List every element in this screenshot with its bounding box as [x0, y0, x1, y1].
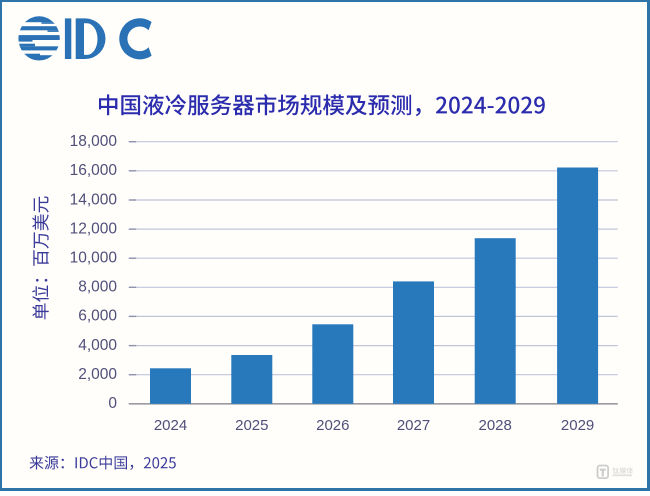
svg-text:2025: 2025 [235, 417, 268, 434]
svg-text:14,000: 14,000 [70, 191, 118, 208]
svg-text:10,000: 10,000 [70, 250, 118, 267]
svg-text:6,000: 6,000 [78, 308, 117, 325]
svg-text:18,000: 18,000 [70, 133, 118, 150]
svg-text:8,000: 8,000 [78, 279, 117, 296]
svg-text:2026: 2026 [316, 417, 349, 434]
svg-text:2027: 2027 [397, 417, 430, 434]
svg-text:12,000: 12,000 [70, 220, 118, 237]
svg-text:0: 0 [108, 395, 117, 412]
svg-text:2029: 2029 [561, 417, 594, 434]
svg-text:16,000: 16,000 [70, 162, 118, 179]
svg-text:2028: 2028 [479, 417, 512, 434]
svg-text:2024: 2024 [154, 417, 187, 434]
svg-text:4,000: 4,000 [78, 337, 117, 354]
svg-text:2,000: 2,000 [78, 366, 117, 383]
